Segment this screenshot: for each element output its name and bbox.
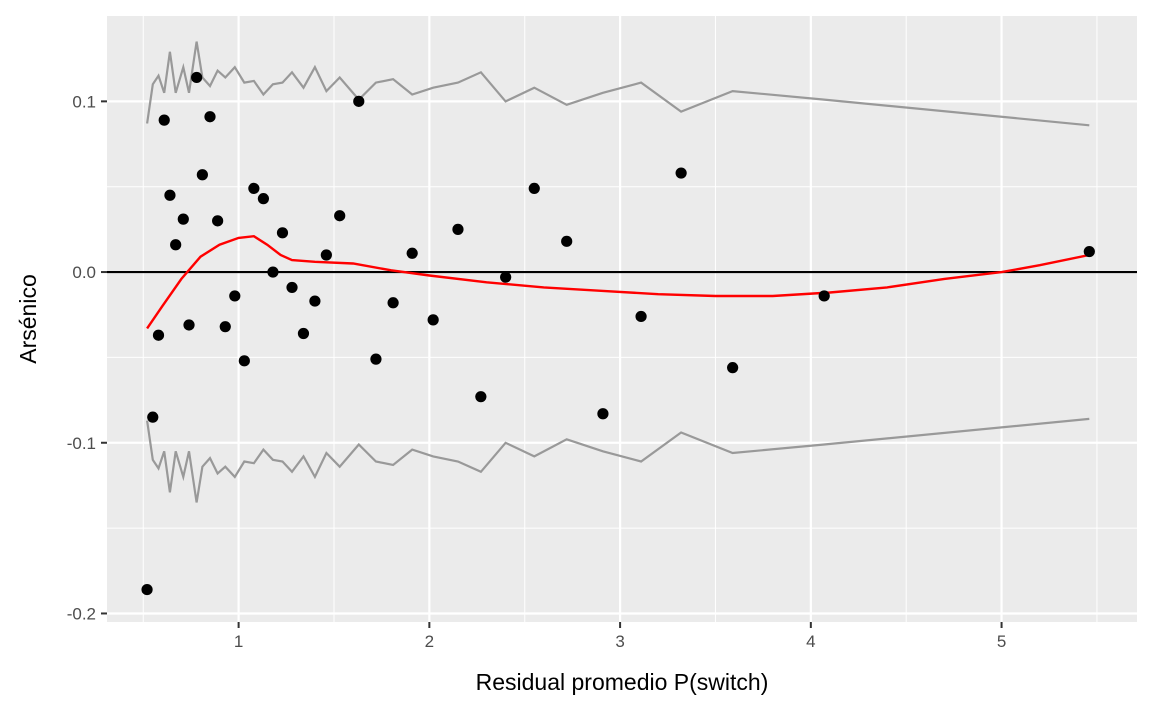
data-point bbox=[597, 408, 609, 420]
data-point bbox=[561, 235, 573, 247]
y-tick-label: -0.2 bbox=[67, 604, 96, 623]
data-point bbox=[212, 215, 224, 227]
x-tick-label: 2 bbox=[425, 632, 434, 651]
data-point bbox=[238, 355, 250, 367]
data-point bbox=[334, 210, 346, 222]
data-point bbox=[353, 95, 365, 107]
data-point bbox=[177, 213, 189, 225]
data-point bbox=[219, 321, 231, 333]
data-point bbox=[675, 167, 687, 179]
data-point bbox=[387, 297, 399, 309]
data-point bbox=[475, 391, 487, 403]
data-point bbox=[635, 310, 647, 323]
bound-lines bbox=[146, 41, 1090, 503]
x-axis-title: Residual promedio P(switch) bbox=[476, 669, 769, 695]
data-point bbox=[147, 411, 159, 423]
data-point bbox=[370, 353, 382, 365]
y-tick-label: 0.1 bbox=[72, 92, 96, 111]
data-point bbox=[158, 114, 170, 126]
data-point bbox=[500, 271, 512, 283]
data-points bbox=[141, 71, 1095, 596]
data-point bbox=[276, 227, 289, 239]
smooth-curve bbox=[146, 234, 1090, 330]
data-point bbox=[727, 362, 739, 374]
y-tick-label: 0.0 bbox=[72, 263, 96, 282]
upper-bound-line bbox=[146, 41, 1090, 127]
data-point bbox=[286, 281, 298, 294]
data-point bbox=[267, 266, 279, 278]
lower-bound-line bbox=[146, 417, 1090, 503]
y-tick-label: -0.1 bbox=[67, 434, 96, 453]
data-point bbox=[528, 182, 540, 195]
data-point bbox=[164, 189, 176, 201]
y-axis: -0.2 -0.1 0.0 0.1 bbox=[67, 92, 107, 623]
data-point bbox=[818, 290, 830, 302]
data-point bbox=[183, 319, 195, 331]
data-point bbox=[1083, 245, 1095, 258]
minor-gridlines bbox=[107, 16, 1137, 622]
data-point bbox=[170, 239, 182, 251]
data-point bbox=[196, 169, 208, 181]
y-axis-title: Arsénico bbox=[15, 274, 41, 363]
x-tick-label: 5 bbox=[997, 632, 1006, 651]
data-point bbox=[297, 327, 310, 340]
data-point bbox=[229, 290, 241, 302]
data-point bbox=[452, 223, 464, 235]
x-tick-label: 4 bbox=[806, 632, 815, 651]
data-point bbox=[191, 71, 203, 84]
data-point bbox=[309, 295, 321, 307]
data-point bbox=[141, 583, 153, 596]
data-point bbox=[406, 247, 418, 259]
data-point bbox=[257, 193, 270, 205]
data-point bbox=[320, 249, 332, 261]
data-point bbox=[248, 182, 260, 195]
data-point bbox=[427, 314, 439, 326]
data-point bbox=[152, 329, 165, 341]
data-point bbox=[204, 111, 216, 123]
x-axis: 1 2 3 4 5 bbox=[234, 622, 1006, 651]
plot-panel bbox=[107, 16, 1137, 622]
x-tick-label: 1 bbox=[234, 632, 243, 651]
x-tick-label: 3 bbox=[615, 632, 624, 651]
